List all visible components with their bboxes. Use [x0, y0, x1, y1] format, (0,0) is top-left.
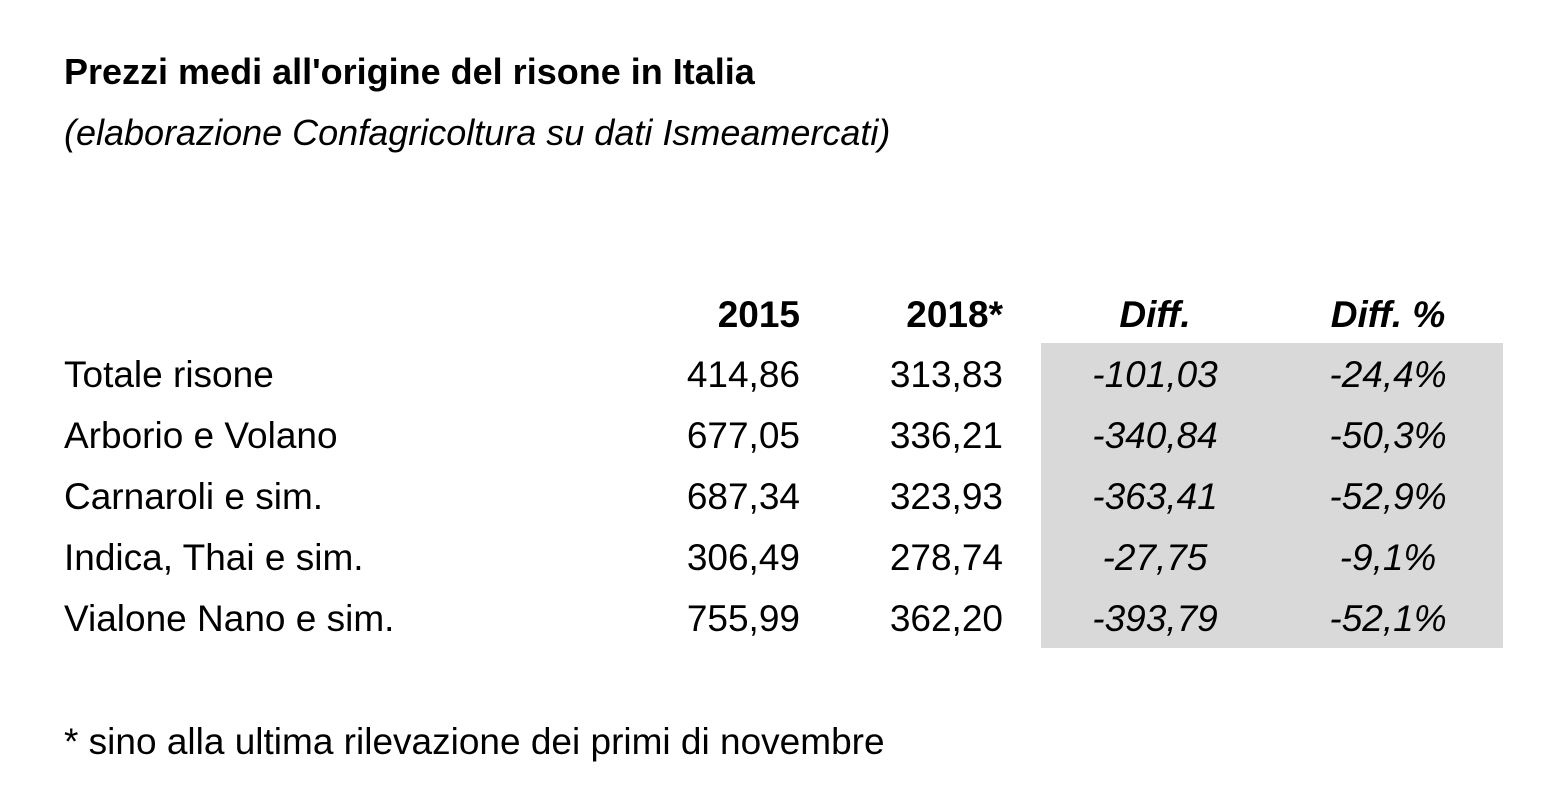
- column-header: Diff. %: [1330, 294, 1446, 335]
- cell: -393,79: [1092, 598, 1218, 639]
- column-header: 2015: [717, 294, 800, 335]
- cell: -340,84: [1092, 415, 1218, 456]
- subtitle: (elaborazione Confagricoltura su dati Is…: [64, 112, 891, 153]
- cell: 306,49: [686, 537, 800, 578]
- cell: 336,21: [889, 415, 1003, 456]
- row-label: Carnaroli e sim.: [64, 476, 324, 517]
- cell: -50,3%: [1329, 415, 1447, 456]
- cell: -9,1%: [1339, 537, 1437, 578]
- diff-shading: [1041, 343, 1503, 648]
- cell: 677,05: [686, 415, 800, 456]
- cell: 687,34: [686, 476, 800, 517]
- cell: 414,86: [686, 354, 800, 395]
- cell: 755,99: [686, 598, 800, 639]
- cell: 278,74: [889, 537, 1003, 578]
- row-label: Indica, Thai e sim.: [64, 537, 364, 578]
- cell: -27,75: [1102, 537, 1208, 578]
- column-header: Diff.: [1119, 294, 1191, 335]
- cell: 323,93: [889, 476, 1003, 517]
- cell: -101,03: [1092, 354, 1218, 395]
- footnote: * sino alla ultima rilevazione dei primi…: [64, 721, 885, 762]
- cell: 313,83: [889, 354, 1003, 395]
- cell: 362,20: [889, 598, 1003, 639]
- row-label: Totale risone: [64, 354, 274, 395]
- title: Prezzi medi all'origine del risone in It…: [64, 51, 755, 92]
- cell: -52,1%: [1329, 598, 1447, 639]
- cell: -24,4%: [1329, 354, 1447, 395]
- cell: -363,41: [1092, 476, 1218, 517]
- row-label: Vialone Nano e sim.: [64, 598, 395, 639]
- column-header: 2018*: [906, 294, 1003, 335]
- cell: -52,9%: [1329, 476, 1447, 517]
- row-label: Arborio e Volano: [64, 415, 338, 456]
